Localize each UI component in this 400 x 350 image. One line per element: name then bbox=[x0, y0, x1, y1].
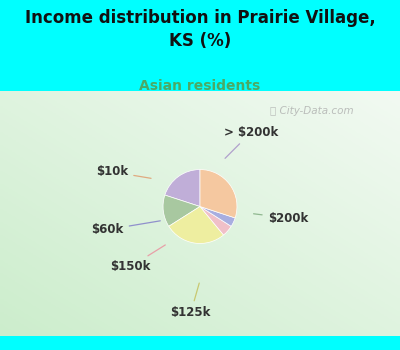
Text: $10k: $10k bbox=[96, 165, 151, 178]
Wedge shape bbox=[200, 169, 237, 218]
Text: Income distribution in Prairie Village,
KS (%): Income distribution in Prairie Village, … bbox=[25, 9, 375, 49]
Text: ⓘ City-Data.com: ⓘ City-Data.com bbox=[270, 106, 354, 116]
Wedge shape bbox=[165, 169, 200, 206]
Text: $150k: $150k bbox=[110, 245, 165, 273]
Wedge shape bbox=[200, 206, 235, 226]
Wedge shape bbox=[169, 206, 224, 244]
Text: Asian residents: Asian residents bbox=[139, 79, 261, 93]
Wedge shape bbox=[163, 195, 200, 226]
Wedge shape bbox=[200, 206, 231, 235]
Text: > $200k: > $200k bbox=[224, 126, 278, 158]
Text: $60k: $60k bbox=[92, 221, 160, 236]
Text: $125k: $125k bbox=[170, 283, 211, 319]
Text: $200k: $200k bbox=[254, 211, 308, 225]
